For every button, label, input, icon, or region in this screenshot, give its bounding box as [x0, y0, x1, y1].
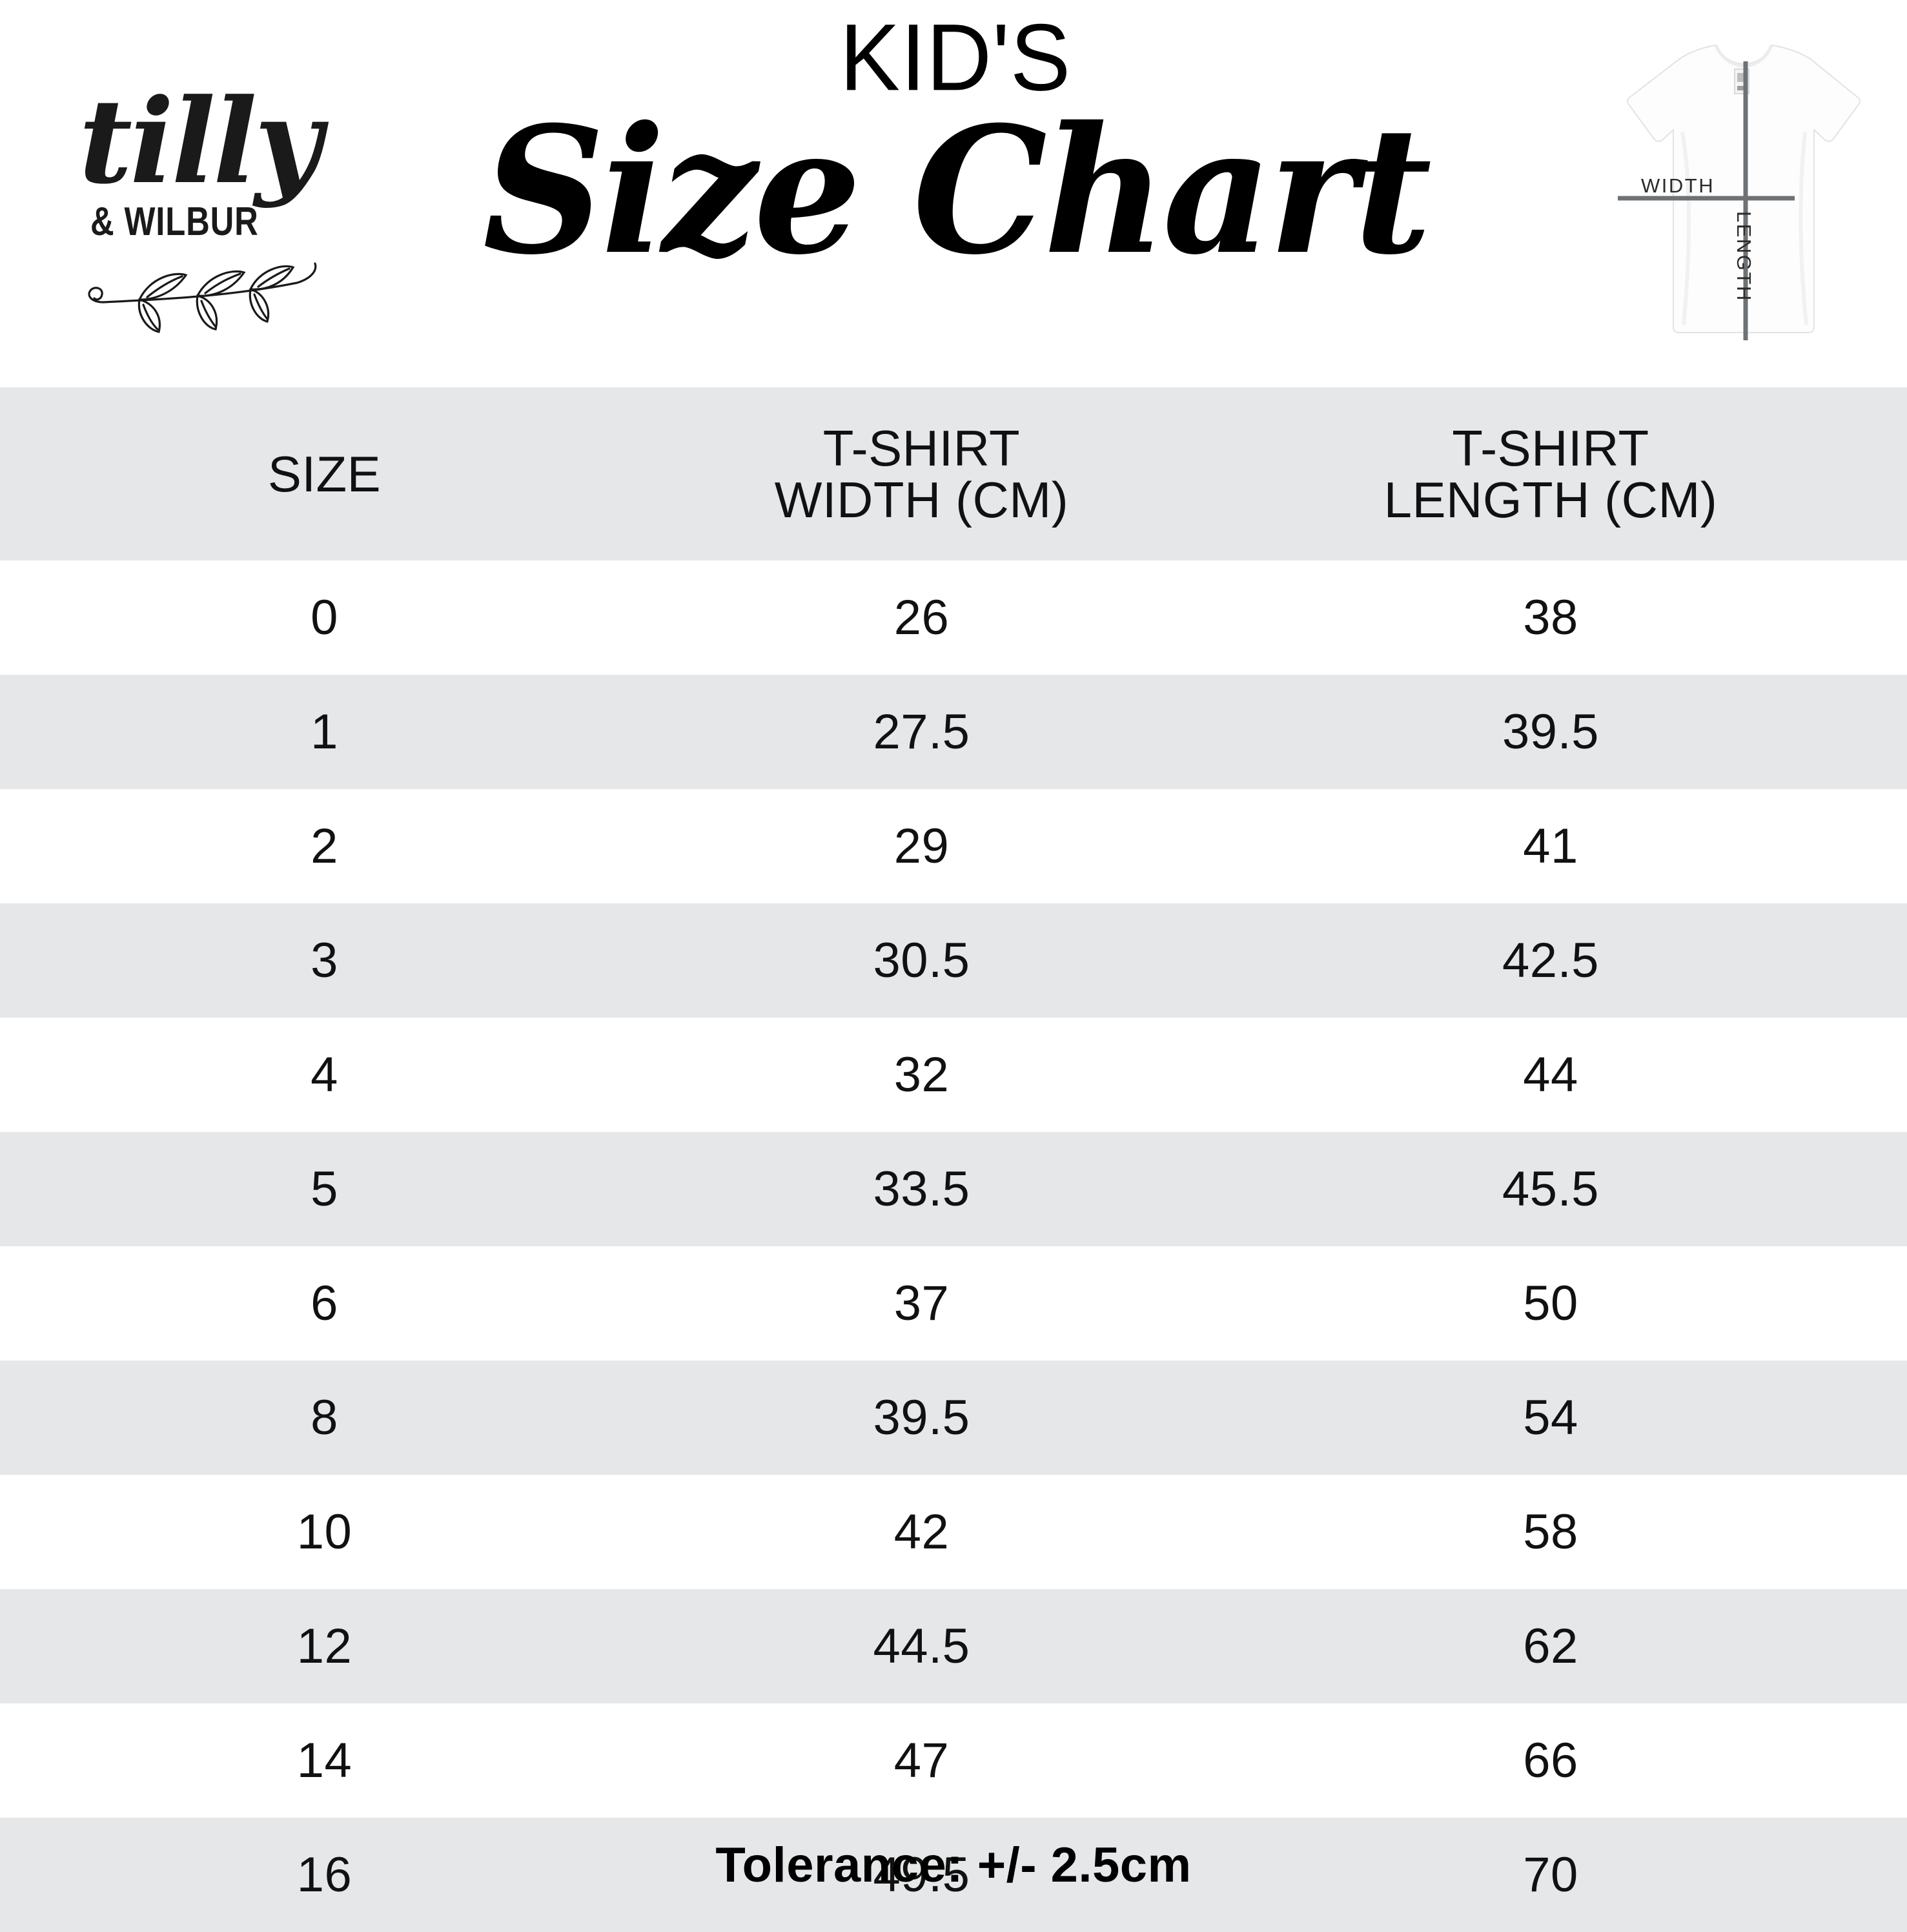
cell-length: 66	[1523, 1733, 1578, 1788]
cell-width: 30.5	[873, 933, 970, 988]
cell-length: 58	[1523, 1505, 1578, 1559]
table-row: 2 29 41	[0, 789, 1907, 903]
cell-length: 50	[1523, 1276, 1578, 1331]
header-band: tilly & WILBUR	[0, 0, 1907, 387]
cell-width: 49.5	[873, 1847, 970, 1902]
cell-size: 3	[311, 933, 338, 988]
brand-script-name: tilly	[79, 74, 322, 210]
cell-width: 44.5	[873, 1619, 970, 1674]
page-title: Size Chart	[482, 88, 1432, 293]
cell-size: 16	[296, 1847, 352, 1902]
cell-width: 42	[893, 1505, 950, 1559]
cell-length: 54	[1523, 1390, 1578, 1445]
table-row: 5 33.5 45.5	[0, 1132, 1907, 1246]
cell-length: 38	[1523, 590, 1578, 645]
cell-width: 39.5	[873, 1390, 970, 1445]
cell-size: 0	[311, 590, 338, 645]
title-eyebrow-wrap: KID'S	[394, 4, 1517, 110]
cell-width: 32	[893, 1047, 950, 1102]
cell-length: 45.5	[1502, 1162, 1599, 1217]
cell-width: 27.5	[873, 704, 970, 759]
column-header-width: T-SHIRT WIDTH (CM)	[649, 422, 1194, 526]
cell-size: 2	[311, 819, 338, 874]
table-row: 6 37 50	[0, 1246, 1907, 1361]
length-label: LENGTH	[1733, 211, 1755, 302]
title-eyebrow: KID'S	[839, 4, 1072, 110]
table-row: 12 44.5 62	[0, 1589, 1907, 1703]
tshirt-icon: WIDTH LENGTH	[1618, 44, 1861, 340]
table-row: 4 32 44	[0, 1018, 1907, 1132]
cell-width: 37	[893, 1276, 950, 1331]
column-header-size: SIZE	[267, 445, 382, 502]
tolerance-note: Tolerance: +/- 2.5cm	[715, 1838, 1192, 1893]
tshirt-measurement-diagram: WIDTH LENGTH	[1601, 36, 1872, 352]
cell-width: 29	[893, 819, 950, 874]
table-row: 1 27.5 39.5	[0, 675, 1907, 789]
table-row: 8 39.5 54	[0, 1361, 1907, 1475]
cell-size: 5	[311, 1162, 338, 1217]
table-body: 0 26 38 1 27.5 39.5 2 29 41 3 30.5 42.5 4 32 44 5 33.5 45…	[0, 560, 1907, 1932]
brand-sub-name: & WILBUR	[90, 200, 259, 244]
cell-size: 14	[296, 1733, 352, 1788]
table-row: 3 30.5 42.5	[0, 903, 1907, 1018]
column-header-length-line2: LENGTH (CM)	[1383, 471, 1718, 528]
cell-length: 39.5	[1502, 704, 1599, 759]
cell-length: 62	[1523, 1619, 1578, 1674]
cell-size: 6	[311, 1276, 338, 1331]
cell-length: 70	[1523, 1847, 1578, 1902]
table-row: 14 47 66	[0, 1703, 1907, 1818]
cell-length: 42.5	[1502, 933, 1599, 988]
leaf-branch-icon	[88, 262, 317, 333]
brand-logo: tilly & WILBUR	[65, 84, 362, 342]
cell-size: 4	[311, 1047, 338, 1102]
table-row: 0 26 38	[0, 560, 1907, 675]
cell-width: 33.5	[873, 1162, 970, 1217]
column-header-length-line1: T-SHIRT	[1452, 419, 1649, 477]
size-chart-table: SIZE T-SHIRT WIDTH (CM) T-SHIRT LENGTH (…	[0, 387, 1907, 1932]
cell-width: 47	[893, 1733, 950, 1788]
cell-length: 41	[1523, 819, 1578, 874]
cell-size: 12	[296, 1619, 352, 1674]
cell-size: 8	[311, 1390, 338, 1445]
width-label: WIDTH	[1641, 174, 1715, 197]
table-header-row: SIZE T-SHIRT WIDTH (CM) T-SHIRT LENGTH (…	[0, 387, 1907, 560]
column-header-length: T-SHIRT LENGTH (CM)	[1194, 422, 1907, 526]
cell-length: 44	[1523, 1047, 1578, 1102]
cell-size: 1	[311, 704, 338, 759]
column-header-width-line2: WIDTH (CM)	[774, 471, 1069, 528]
cell-width: 26	[893, 590, 950, 645]
cell-size: 10	[296, 1505, 352, 1559]
column-header-width-line1: T-SHIRT	[822, 419, 1021, 477]
table-row: 10 42 58	[0, 1475, 1907, 1589]
